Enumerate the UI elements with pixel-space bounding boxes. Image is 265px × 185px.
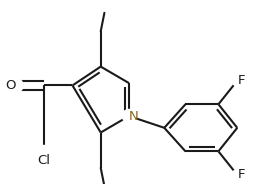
Circle shape bbox=[232, 75, 242, 86]
Circle shape bbox=[122, 110, 136, 123]
Circle shape bbox=[36, 145, 52, 162]
Text: F: F bbox=[237, 168, 245, 181]
Text: Cl: Cl bbox=[38, 154, 51, 167]
Text: O: O bbox=[6, 79, 16, 92]
Text: F: F bbox=[237, 74, 245, 87]
Circle shape bbox=[232, 170, 242, 180]
Circle shape bbox=[9, 78, 23, 92]
Text: N: N bbox=[129, 110, 139, 122]
